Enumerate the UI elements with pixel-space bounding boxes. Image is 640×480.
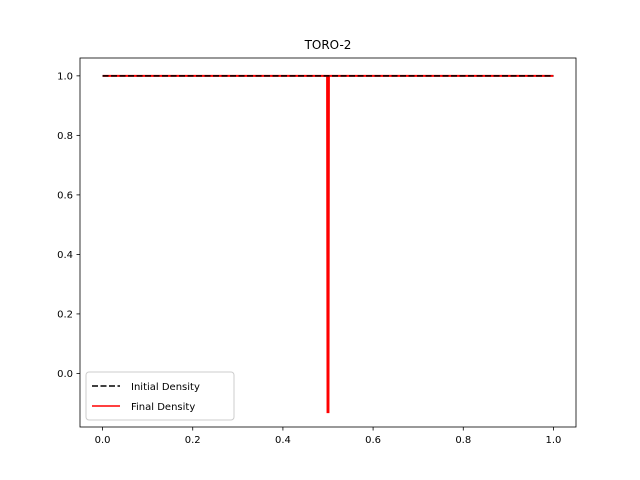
y-tick-label: 1.0 [57, 71, 73, 82]
plot-area [79, 57, 577, 428]
legend-label: Final Density [131, 402, 195, 413]
x-tick-label: 0.0 [95, 435, 111, 446]
x-tick-label: 0.2 [185, 435, 201, 446]
series-layer [102, 74, 554, 414]
x-tick-label: 0.4 [275, 435, 291, 446]
x-axis: 0.0 0.2 0.4 0.6 0.8 1.0 [95, 427, 562, 446]
y-tick-label: 0.2 [57, 309, 73, 320]
y-tick-label: 0.6 [57, 190, 73, 201]
y-axis: 0.0 0.2 0.4 0.6 0.8 1.0 [57, 71, 80, 380]
y-tick-label: 0.8 [57, 131, 73, 142]
y-tick-label: 0.0 [57, 369, 73, 380]
x-tick-label: 0.8 [455, 435, 471, 446]
x-tick-label: 1.0 [546, 435, 562, 446]
series-line-final-density [102, 74, 554, 414]
x-tick-label: 0.6 [365, 435, 381, 446]
chart-title: TORO-2 [304, 38, 352, 52]
legend-box [85, 371, 235, 421]
legend-label: Initial Density [131, 382, 200, 393]
y-tick-label: 0.4 [57, 250, 73, 261]
legend: Initial Density Final Density [85, 371, 235, 421]
